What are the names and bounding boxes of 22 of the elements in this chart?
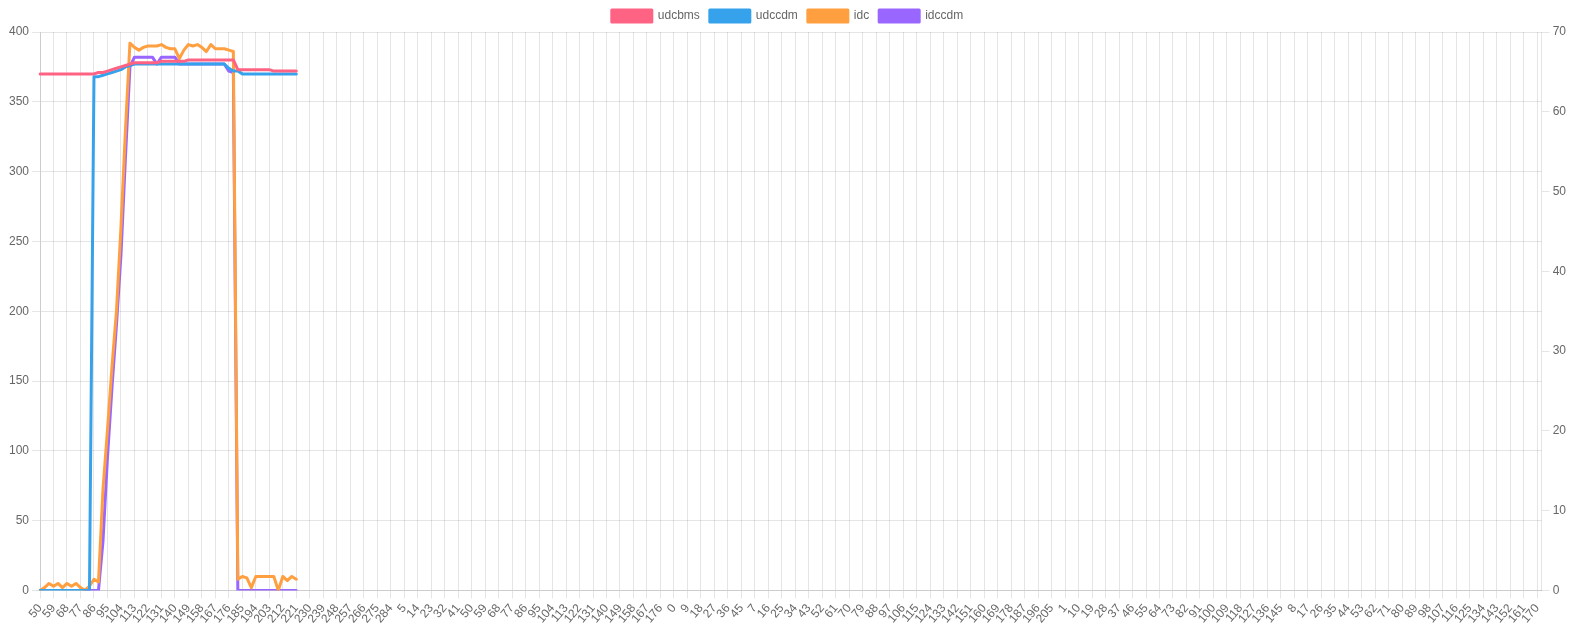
y2-tick-label: 50	[1552, 183, 1567, 198]
y-tick-label: 200	[8, 303, 30, 318]
y-tick-label: 50	[15, 512, 30, 527]
y-tick-label: 400	[8, 24, 30, 39]
y2-tick-label: 30	[1552, 343, 1567, 358]
y-tick-label: 150	[8, 373, 30, 388]
y-tick-label: 350	[8, 94, 30, 109]
legend-label: udcbms	[657, 8, 700, 23]
y2-tick-label: 10	[1552, 502, 1567, 517]
y-tick-label: 300	[8, 163, 30, 178]
legend-label: udccdm	[755, 8, 798, 23]
y2-tick-label: 70	[1552, 24, 1567, 39]
y2-tick-label: 20	[1552, 423, 1567, 438]
y-tick-label: 0	[22, 582, 30, 597]
y-tick-label: 100	[8, 443, 30, 458]
y2-tick-label: 60	[1552, 104, 1567, 119]
legend-label: idc	[853, 8, 870, 23]
x-tick-label: 0	[663, 600, 679, 616]
legend-label: idccdm	[925, 8, 964, 23]
y2-tick-label: 40	[1552, 263, 1567, 278]
y2-tick-label: 0	[1552, 582, 1560, 597]
y-tick-label: 250	[8, 233, 30, 248]
